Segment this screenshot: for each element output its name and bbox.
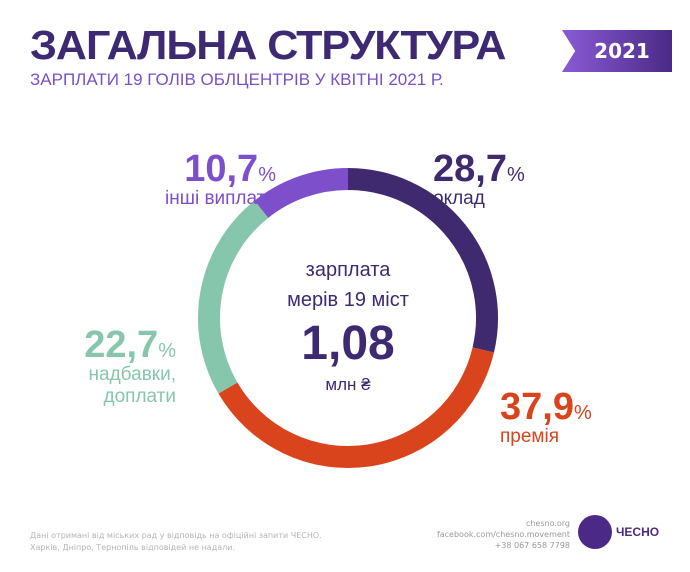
chesno-logo: ЧЕСНО — [578, 515, 659, 549]
slice-value: 10,7 — [184, 148, 259, 190]
label-inshi: 10,7% інші виплати — [148, 150, 276, 210]
label-oklad: 28,7% оклад — [433, 150, 525, 210]
donut-center: зарплата мерів 19 міст 1,08 млн ₴ — [248, 255, 448, 397]
phone: +38 067 658 7798 — [494, 541, 570, 550]
slice-label: інші виплати — [164, 188, 276, 209]
center-unit: млн ₴ — [325, 375, 371, 394]
slice-label: надбавки, доплати — [88, 364, 176, 407]
percent-sign: % — [258, 164, 276, 186]
slice-label: оклад — [433, 188, 485, 209]
percent-sign: % — [506, 164, 525, 186]
label-nadbavky: 22,7% надбавки, доплати — [72, 326, 176, 408]
contacts: chesno.org facebook.com/chesno.movement … — [437, 518, 570, 551]
donut-slice-0 — [347, 168, 498, 353]
slice-value: 22,7 — [84, 324, 159, 366]
facebook-link[interactable]: facebook.com/chesno.movement — [436, 530, 570, 539]
page-title: ЗАГАЛЬНА СТРУКТУРА — [30, 22, 507, 68]
donut-slice-1 — [218, 347, 494, 468]
page-subtitle: ЗАРПЛАТИ 19 ГОЛІВ ОБЛЦЕНТРІВ У КВІТНІ 20… — [30, 70, 444, 89]
percent-sign: % — [573, 402, 592, 424]
label-premia: 37,9% премія — [500, 388, 592, 448]
percent-sign: % — [158, 340, 176, 362]
note-line: Харків, Дніпро, Тернопіль відповідей не … — [30, 543, 235, 552]
slice-label: премія — [500, 426, 559, 447]
donut-slice-3 — [254, 168, 349, 219]
center-label-mid: мерів 19 міст — [287, 289, 409, 311]
site-link[interactable]: chesno.org — [525, 519, 570, 528]
note-line: Дані отримані від міських рад у відповід… — [30, 531, 322, 540]
slice-value: 37,9 — [500, 386, 574, 428]
donut-slice-2 — [198, 200, 269, 394]
garlic-logo-icon — [578, 515, 612, 549]
year-badge: 2021 — [562, 30, 672, 72]
center-label-top: зарплата — [305, 259, 391, 281]
source-note: Дані отримані від міських рад у відповід… — [30, 530, 322, 554]
center-value: 1,08 — [301, 317, 395, 370]
slice-value: 28,7 — [433, 148, 507, 190]
logo-text: ЧЕСНО — [616, 525, 660, 539]
